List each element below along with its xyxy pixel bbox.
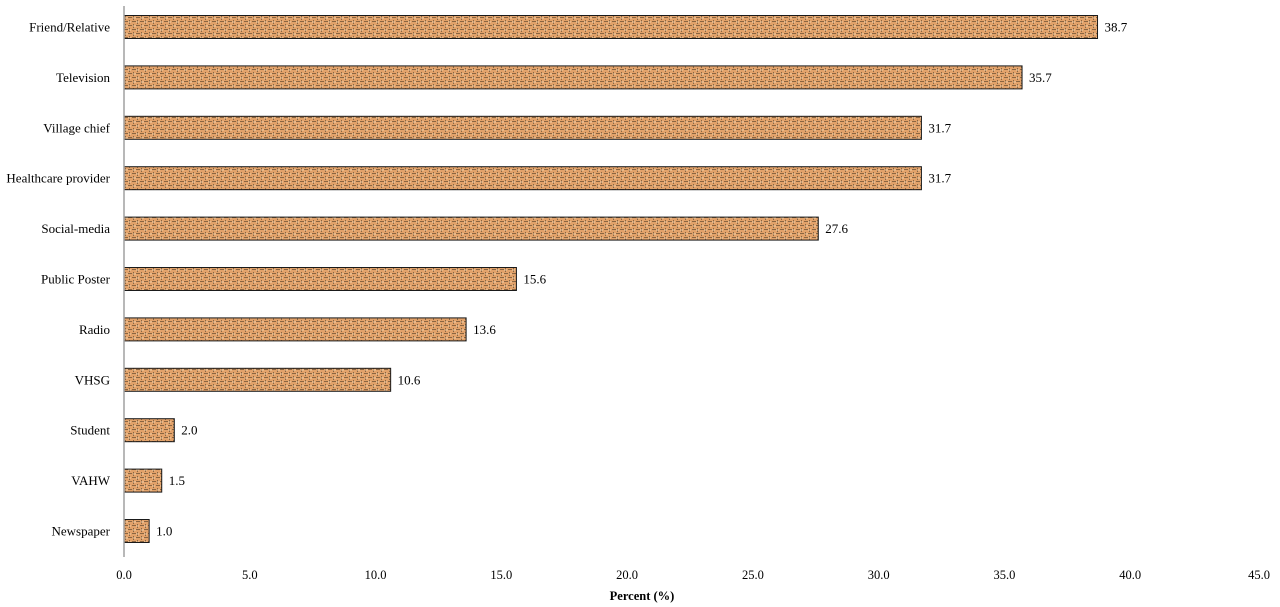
category-label-village-chief: Village chief bbox=[43, 120, 110, 135]
value-label-social-media: 27.6 bbox=[825, 221, 848, 236]
value-label-student: 2.0 bbox=[181, 423, 197, 438]
bar-student bbox=[123, 418, 175, 443]
bars-group bbox=[123, 15, 1099, 543]
value-label-newspaper: 1.0 bbox=[156, 524, 172, 539]
x-tick-label: 30.0 bbox=[868, 568, 890, 582]
category-label-student: Student bbox=[70, 423, 110, 438]
x-tick-label: 0.0 bbox=[116, 568, 132, 582]
x-tick-label: 45.0 bbox=[1248, 568, 1270, 582]
value-label-friend-relative: 38.7 bbox=[1105, 20, 1128, 35]
value-label-public-poster: 15.6 bbox=[523, 272, 546, 287]
x-tick-label: 10.0 bbox=[365, 568, 387, 582]
category-label-television: Television bbox=[56, 70, 110, 85]
bar-friend-relative bbox=[123, 15, 1099, 39]
value-label-village-chief: 31.7 bbox=[928, 120, 951, 135]
category-labels: Friend/Relative Television Village chief He… bbox=[6, 20, 110, 539]
bar-vhsg bbox=[123, 367, 392, 392]
x-tick-label: 25.0 bbox=[742, 568, 764, 582]
value-label-radio: 13.6 bbox=[473, 322, 496, 337]
bar-social-media bbox=[123, 216, 819, 241]
x-axis-title: Percent (%) bbox=[610, 589, 675, 603]
value-label-vahw: 1.5 bbox=[169, 473, 185, 488]
bar-newspaper bbox=[123, 519, 150, 543]
category-label-newspaper: Newspaper bbox=[52, 524, 111, 539]
bar-village-chief bbox=[123, 115, 922, 140]
bar-public-poster bbox=[123, 267, 517, 291]
bar-vahw bbox=[123, 468, 163, 493]
category-label-social-media: Social-media bbox=[41, 221, 110, 236]
category-label-radio: Radio bbox=[79, 322, 110, 337]
x-tick-label: 35.0 bbox=[994, 568, 1016, 582]
category-label-public-poster: Public Poster bbox=[41, 272, 111, 287]
bar-healthcare-provider bbox=[123, 166, 922, 191]
value-label-healthcare-provider: 31.7 bbox=[928, 171, 951, 186]
category-label-vhsg: VHSG bbox=[75, 372, 110, 387]
x-tick-label: 15.0 bbox=[490, 568, 512, 582]
category-label-friend-relative: Friend/Relative bbox=[29, 20, 110, 35]
value-label-vhsg: 10.6 bbox=[398, 372, 421, 387]
category-label-healthcare-provider: Healthcare provider bbox=[6, 171, 110, 186]
category-label-vahw: VAHW bbox=[71, 473, 110, 488]
bar-television bbox=[123, 65, 1023, 90]
bar-radio bbox=[123, 317, 467, 342]
x-tick-label: 5.0 bbox=[242, 568, 258, 582]
value-labels: 38.7 35.7 31.7 31.7 27.6 15.6 13.6 10.6 2.0 1.5 1.… bbox=[156, 20, 1128, 539]
x-tick-label: 40.0 bbox=[1119, 568, 1141, 582]
x-tick-label: 20.0 bbox=[616, 568, 638, 582]
x-tick-labels: 0.0 5.0 10.0 15.0 20.0 25.0 30.0 35.0 40.0 45.0 bbox=[116, 568, 1270, 582]
value-label-television: 35.7 bbox=[1029, 70, 1052, 85]
